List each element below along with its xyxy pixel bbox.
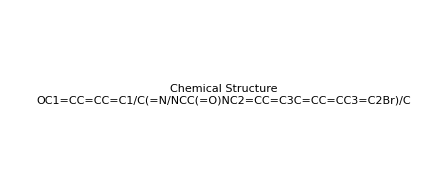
Text: Chemical Structure
OC1=CC=CC=C1/C(=N/NCC(=O)NC2=CC=C3C=CC=CC3=C2Br)/C: Chemical Structure OC1=CC=CC=C1/C(=N/NCC… — [36, 84, 411, 106]
